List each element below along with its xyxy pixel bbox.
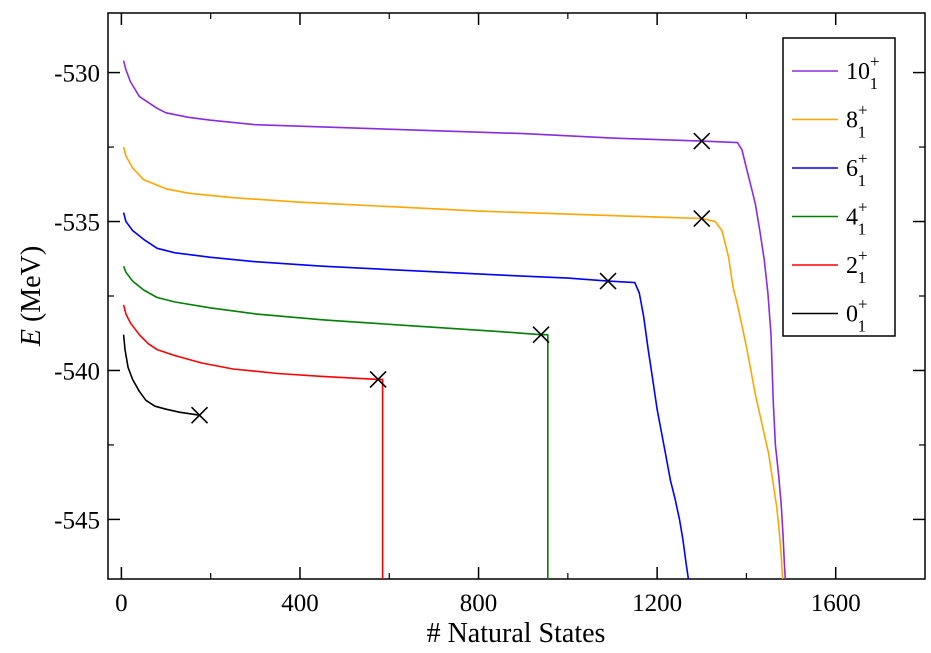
legend-label-base: 4 [846,205,858,231]
x-tick-label: 1600 [811,590,861,617]
y-axis-title-unit: (MeV) [16,246,47,329]
x-axis: 0 400 800 1200 1600 [115,13,861,617]
legend-label-4: 4+ 1 [846,198,868,239]
legend-label-sub: 1 [858,123,867,142]
legend-label-sup: + [870,52,880,71]
y-tick-label: -535 [54,210,100,237]
y-tick-label: -540 [54,358,100,385]
legend-label-sub: 1 [858,317,867,336]
series-line-4 [122,265,549,579]
marker-x-4 [532,326,550,344]
legend-label-sup: + [858,149,868,168]
legend-label-base: 8 [846,108,858,134]
series-markers [190,132,711,424]
x-axis-title: # Natural States [427,618,606,649]
marker-stroke [532,326,550,344]
legend-label-base: 10 [846,59,870,85]
marker-x-6 [599,272,617,290]
legend-label-base: 2 [846,253,858,279]
series-line-6 [122,212,690,580]
marker-stroke [693,132,711,150]
legend-label-10: 10+ 1 [846,52,880,93]
legend-label-2: 2+ 1 [846,246,868,287]
series-line-10 [122,60,787,580]
x-tick-label: 0 [115,590,128,617]
legend-label-sub: 1 [858,268,867,287]
x-tick-label: 400 [281,590,319,617]
legend-label-6: 6+ 1 [846,149,868,190]
legend-label-sup: + [858,101,868,120]
marker-stroke [369,370,387,388]
legend-label-sub: 1 [858,171,867,190]
legend-label-sub: 1 [870,74,879,93]
marker-x-10 [693,132,711,150]
marker-stroke [190,406,209,424]
legend-label-sup: + [858,198,868,217]
x-tick-label: 1200 [632,590,682,617]
series-line-8 [122,146,784,580]
marker-x-2 [369,370,387,388]
marker-x-0 [190,406,209,424]
series-line-2 [122,304,384,579]
series-line-0 [122,334,200,416]
y-axis: -530 -535 -540 -545 [54,61,925,534]
x-tick-label: 800 [460,590,498,617]
y-axis-title-symbol: E [16,329,47,347]
legend-label-base: 6 [846,156,858,182]
y-axis-title: E (MeV) [16,246,47,347]
legend: 10+ 18+ 16+ 14+ 12+ 10+ 1 [782,37,896,337]
legend-label-base: 0 [846,302,858,328]
legend-label-sub: 1 [858,220,867,239]
y-tick-label: -530 [54,61,100,88]
legend-box [782,37,896,337]
marker-stroke [599,272,617,290]
legend-label-sup: + [858,295,868,314]
marker-stroke [693,209,711,228]
series-lines [122,60,787,580]
legend-label-8: 8+ 1 [846,101,868,142]
y-tick-label: -545 [54,507,100,534]
legend-label-sup: + [858,246,868,265]
legend-label-0: 0+ 1 [846,295,868,336]
marker-x-8 [693,209,711,228]
